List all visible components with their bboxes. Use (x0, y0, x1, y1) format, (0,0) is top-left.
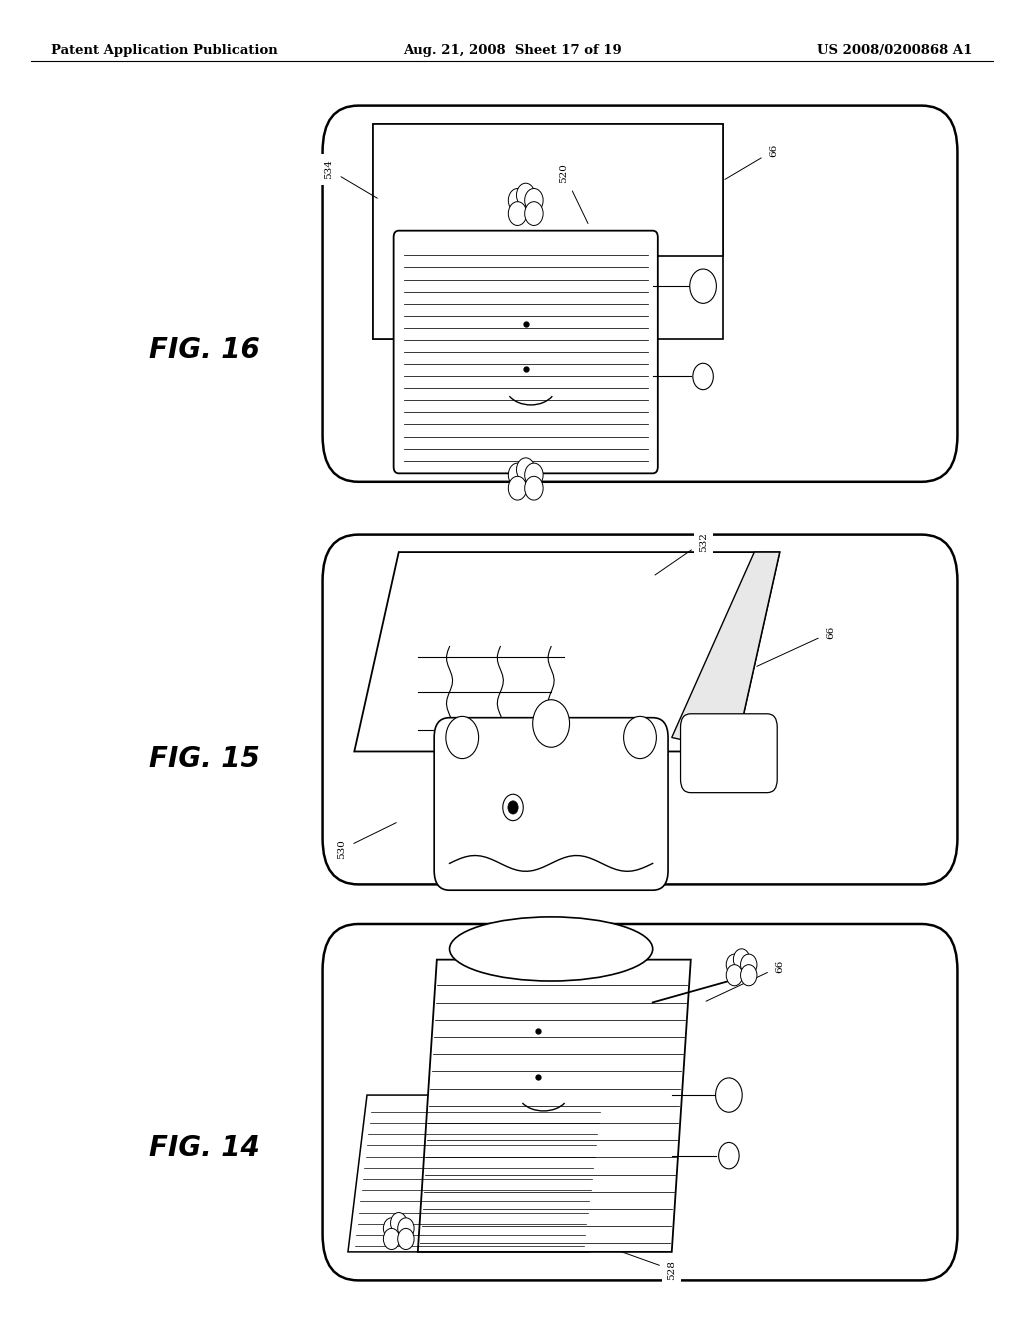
FancyBboxPatch shape (323, 535, 957, 884)
Text: 66: 66 (706, 960, 784, 1002)
Circle shape (726, 954, 742, 975)
Circle shape (508, 189, 526, 213)
Circle shape (624, 717, 656, 759)
Circle shape (390, 1213, 407, 1234)
Text: 532: 532 (655, 532, 708, 576)
Circle shape (508, 463, 526, 487)
FancyBboxPatch shape (393, 231, 657, 474)
Circle shape (733, 949, 750, 970)
Circle shape (516, 458, 535, 482)
Circle shape (445, 717, 478, 759)
FancyBboxPatch shape (323, 924, 957, 1280)
Text: 530: 530 (337, 822, 396, 859)
FancyBboxPatch shape (681, 714, 777, 792)
Circle shape (508, 477, 526, 500)
Circle shape (740, 965, 757, 986)
Circle shape (383, 1218, 399, 1239)
Polygon shape (672, 552, 779, 751)
Circle shape (524, 202, 543, 226)
Circle shape (508, 202, 526, 226)
Text: 66: 66 (757, 626, 835, 667)
Circle shape (516, 183, 535, 207)
Circle shape (716, 1078, 742, 1113)
Polygon shape (348, 1096, 608, 1251)
Text: Patent Application Publication: Patent Application Publication (51, 44, 278, 57)
Text: 534: 534 (325, 160, 377, 198)
Text: FIG. 16: FIG. 16 (150, 335, 260, 364)
Text: FIG. 14: FIG. 14 (150, 1134, 260, 1163)
Circle shape (740, 954, 757, 975)
Circle shape (690, 269, 717, 304)
Circle shape (397, 1229, 414, 1250)
Circle shape (503, 795, 523, 821)
Circle shape (524, 477, 543, 500)
Polygon shape (374, 124, 723, 339)
Text: FIG. 15: FIG. 15 (150, 744, 260, 774)
Polygon shape (354, 552, 779, 751)
Text: Aug. 21, 2008  Sheet 17 of 19: Aug. 21, 2008 Sheet 17 of 19 (402, 44, 622, 57)
Circle shape (726, 965, 742, 986)
Circle shape (532, 700, 569, 747)
Circle shape (508, 801, 518, 814)
Text: US 2008/0200868 A1: US 2008/0200868 A1 (817, 44, 973, 57)
FancyBboxPatch shape (323, 106, 957, 482)
Polygon shape (418, 960, 691, 1251)
Circle shape (524, 463, 543, 487)
Ellipse shape (450, 917, 652, 981)
Circle shape (383, 1229, 399, 1250)
FancyBboxPatch shape (434, 718, 668, 890)
FancyBboxPatch shape (374, 124, 723, 339)
Text: 528: 528 (604, 1246, 676, 1279)
Circle shape (719, 1143, 739, 1170)
Circle shape (693, 363, 714, 389)
Text: 520: 520 (464, 917, 505, 958)
Text: 520: 520 (559, 164, 588, 223)
Circle shape (397, 1218, 414, 1239)
Text: 66: 66 (725, 144, 778, 180)
Circle shape (524, 189, 543, 213)
